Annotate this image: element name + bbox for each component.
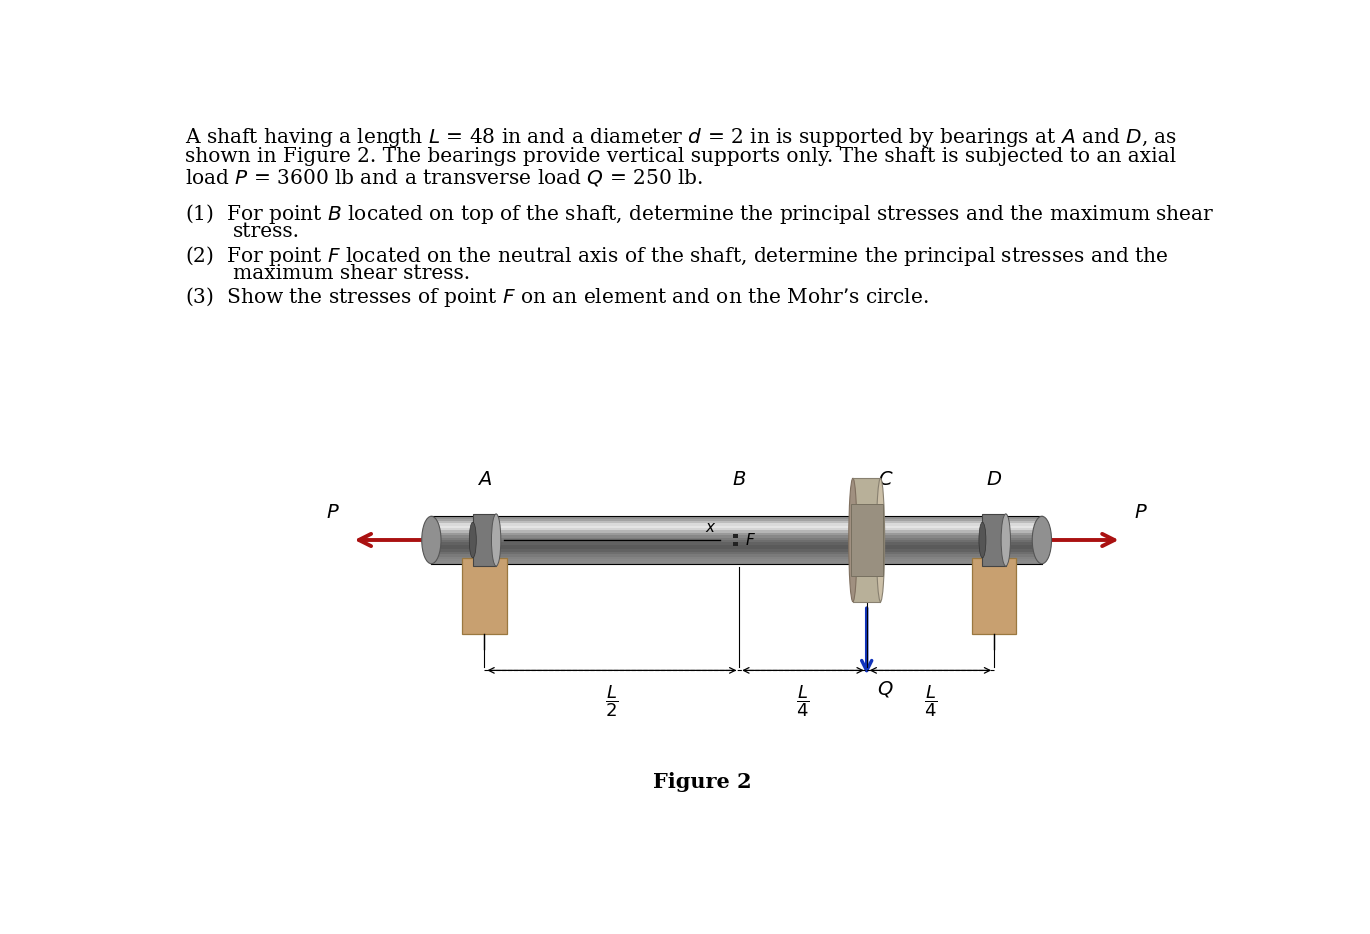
Bar (971, 559, 1017, 634)
Polygon shape (854, 478, 881, 601)
Ellipse shape (1032, 517, 1052, 564)
Text: stress.: stress. (233, 222, 300, 241)
Text: $P$: $P$ (1134, 504, 1148, 522)
Polygon shape (432, 517, 1041, 518)
Text: Figure 2: Figure 2 (653, 771, 751, 792)
Polygon shape (851, 504, 882, 575)
Text: $B$: $B$ (732, 471, 747, 488)
Polygon shape (432, 559, 1041, 561)
Polygon shape (432, 549, 1041, 552)
Polygon shape (432, 521, 1041, 523)
Polygon shape (432, 531, 1041, 533)
Polygon shape (432, 533, 1041, 535)
Bar (733, 542, 738, 545)
Ellipse shape (980, 522, 986, 558)
Text: maximum shear stress.: maximum shear stress. (233, 263, 470, 283)
Polygon shape (432, 554, 1041, 557)
Text: $x$: $x$ (706, 521, 717, 535)
Polygon shape (432, 523, 1041, 526)
Text: $P$: $P$ (326, 504, 340, 522)
Text: load $P$ = 3600 lb and a transverse load $Q$ = 250 lb.: load $P$ = 3600 lb and a transverse load… (185, 167, 703, 188)
Text: (3)  Show the stresses of point $F$ on an element and on the Mohr’s circle.: (3) Show the stresses of point $F$ on an… (185, 286, 929, 309)
Polygon shape (432, 545, 1041, 547)
Text: (2)  For point $F$ located on the neutral axis of the shaft, determine the princ: (2) For point $F$ located on the neutral… (185, 244, 1169, 268)
Ellipse shape (470, 522, 477, 558)
Polygon shape (432, 543, 1041, 545)
Text: $A$: $A$ (477, 471, 492, 488)
Ellipse shape (1001, 514, 1011, 566)
Bar (733, 534, 738, 538)
Text: (1)  For point $B$ located on top of the shaft, determine the principal stresses: (1) For point $B$ located on top of the … (185, 202, 1215, 226)
Polygon shape (982, 514, 1006, 566)
Polygon shape (432, 552, 1041, 554)
Polygon shape (432, 526, 1041, 528)
Polygon shape (432, 540, 1041, 543)
Text: A shaft having a length $L$ = 48 in and a diameter $d$ = 2 in is supported by be: A shaft having a length $L$ = 48 in and … (185, 126, 1177, 149)
Polygon shape (432, 561, 1041, 564)
Text: $C$: $C$ (878, 471, 893, 488)
Polygon shape (432, 538, 1041, 540)
Polygon shape (432, 518, 1041, 521)
Ellipse shape (849, 478, 858, 601)
Text: $\dfrac{L}{2}$: $\dfrac{L}{2}$ (606, 684, 619, 719)
Polygon shape (473, 514, 496, 566)
Ellipse shape (492, 514, 501, 566)
Text: $Q$: $Q$ (877, 679, 893, 699)
Text: $D$: $D$ (986, 471, 1001, 488)
Ellipse shape (422, 517, 441, 564)
Polygon shape (432, 547, 1041, 549)
Text: $\dfrac{L}{4}$: $\dfrac{L}{4}$ (796, 684, 810, 719)
Polygon shape (432, 557, 1041, 559)
Bar (462, 559, 507, 634)
Ellipse shape (877, 478, 885, 601)
Polygon shape (432, 535, 1041, 538)
Text: shown in Figure 2. The bearings provide vertical supports only. The shaft is sub: shown in Figure 2. The bearings provide … (185, 147, 1177, 165)
Text: $\dfrac{L}{4}$: $\dfrac{L}{4}$ (923, 684, 937, 719)
Text: $F$: $F$ (745, 532, 755, 548)
Polygon shape (432, 528, 1041, 531)
